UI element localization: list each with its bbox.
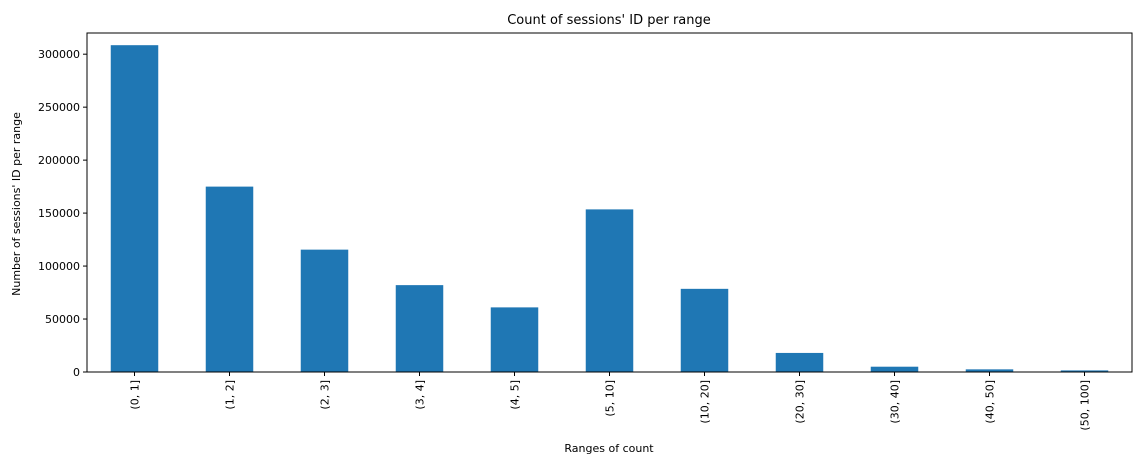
x-tick-label-3: (3, 4] xyxy=(414,380,427,410)
bar-7 xyxy=(775,352,824,372)
bar-6 xyxy=(680,288,729,372)
x-axis-label: Ranges of count xyxy=(564,442,654,455)
y-tick-label-4: 200000 xyxy=(38,154,80,167)
x-tick-label-0: (0, 1] xyxy=(129,380,142,410)
x-tick-label-7: (20, 30] xyxy=(794,380,807,424)
bar-8 xyxy=(870,366,919,372)
bar-0 xyxy=(110,45,159,373)
x-tick-label-4: (4, 5] xyxy=(509,380,522,410)
y-axis-label: Number of sessions' ID per range xyxy=(10,112,23,296)
bar-10 xyxy=(1060,370,1109,372)
x-tick-label-10: (50, 100] xyxy=(1079,380,1092,431)
plot-area xyxy=(110,45,1109,373)
y-tick-label-5: 250000 xyxy=(38,101,80,114)
x-axis: (0, 1] (1, 2] (2, 3] (3, 4] (4, 5] (5, 10] (10… xyxy=(129,372,1092,431)
y-tick-label-6: 300000 xyxy=(38,48,80,61)
y-tick-label-2: 100000 xyxy=(38,260,80,273)
x-tick-label-6: (10, 20] xyxy=(699,380,712,424)
bar-1 xyxy=(205,186,254,372)
y-tick-label-3: 150000 xyxy=(38,207,80,220)
bar-2 xyxy=(300,249,349,372)
bar-9 xyxy=(965,369,1014,372)
y-tick-label-0: 0 xyxy=(73,366,80,379)
x-tick-label-1: (1, 2] xyxy=(224,380,237,410)
x-tick-label-9: (40, 50] xyxy=(984,380,997,424)
x-tick-label-8: (30, 40] xyxy=(889,380,902,424)
bar-4 xyxy=(490,307,539,372)
x-tick-label-2: (2, 3] xyxy=(319,380,332,410)
y-axis: 0 50000 100000 150000 200000 250000 300000 xyxy=(38,48,87,379)
chart-title: Count of sessions' ID per range xyxy=(507,13,711,28)
y-tick-label-1: 50000 xyxy=(45,313,80,326)
bar-5 xyxy=(585,209,634,372)
bar-3 xyxy=(395,285,444,372)
x-tick-label-5: (5, 10] xyxy=(604,380,617,417)
